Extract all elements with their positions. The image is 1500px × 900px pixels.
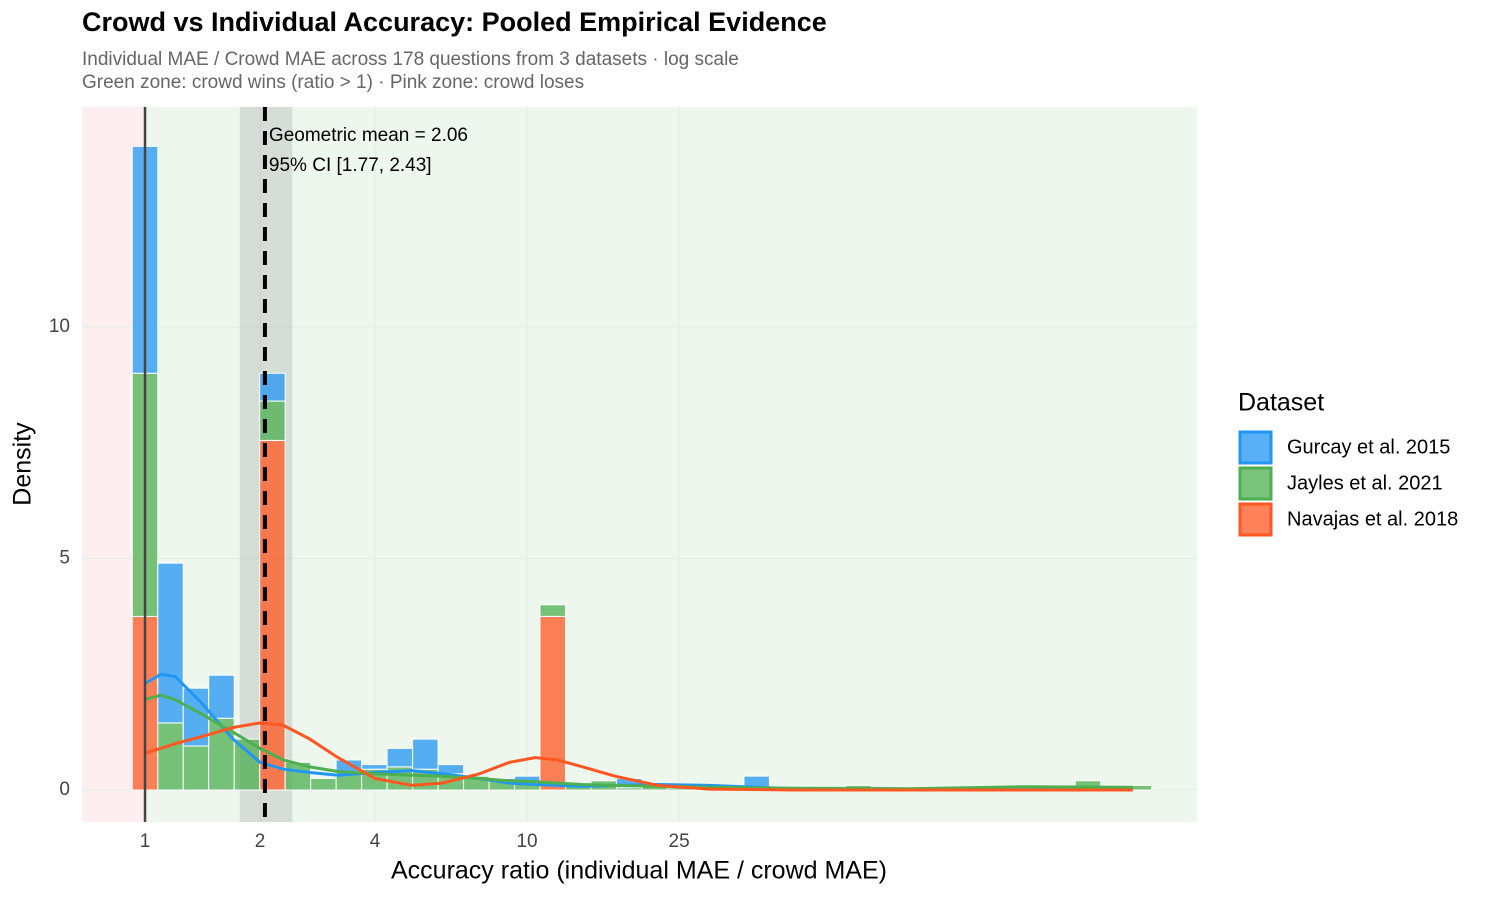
bar xyxy=(208,674,235,719)
legend-label: Jayles et al. 2021 xyxy=(1287,472,1443,494)
legend-key xyxy=(1238,466,1273,501)
legend-key xyxy=(1238,430,1273,465)
legend-label: Gurcay et al. 2015 xyxy=(1287,436,1450,458)
y-tick-label: 0 xyxy=(59,779,70,800)
density-line xyxy=(144,721,1133,792)
x-axis-label: Accuracy ratio (individual MAE / crowd M… xyxy=(391,857,887,885)
subtitle: Green zone: crowd wins (ratio > 1) · Pin… xyxy=(82,72,584,93)
legend-key xyxy=(1238,502,1273,537)
x-tick-label: 25 xyxy=(669,831,690,852)
bar xyxy=(539,615,567,791)
y-tick-label: 10 xyxy=(49,316,70,337)
legend-title: Dataset xyxy=(1238,389,1324,417)
y-tick-label: 5 xyxy=(59,548,70,569)
bar xyxy=(386,747,414,768)
bar xyxy=(233,738,261,791)
subtitle: Individual MAE / Crowd MAE across 178 qu… xyxy=(82,49,739,70)
bar xyxy=(361,764,388,770)
bar xyxy=(182,745,210,791)
annotation: Geometric mean = 2.06 xyxy=(269,125,468,146)
annotation: 95% CI [1.77, 2.43] xyxy=(269,155,432,176)
bar xyxy=(539,604,567,617)
bar xyxy=(310,777,337,791)
x-tick-label: 2 xyxy=(255,831,266,852)
bar xyxy=(157,722,184,791)
chart-title: Crowd vs Individual Accuracy: Pooled Emp… xyxy=(82,7,827,37)
x-tick-label: 10 xyxy=(516,831,537,852)
crowd-wins-zone xyxy=(145,107,1197,822)
x-tick-label: 4 xyxy=(370,831,381,852)
y-axis-label: Density xyxy=(9,422,37,506)
legend-label: Navajas et al. 2018 xyxy=(1287,508,1458,530)
x-tick-label: 1 xyxy=(140,831,151,852)
bar xyxy=(412,738,439,770)
